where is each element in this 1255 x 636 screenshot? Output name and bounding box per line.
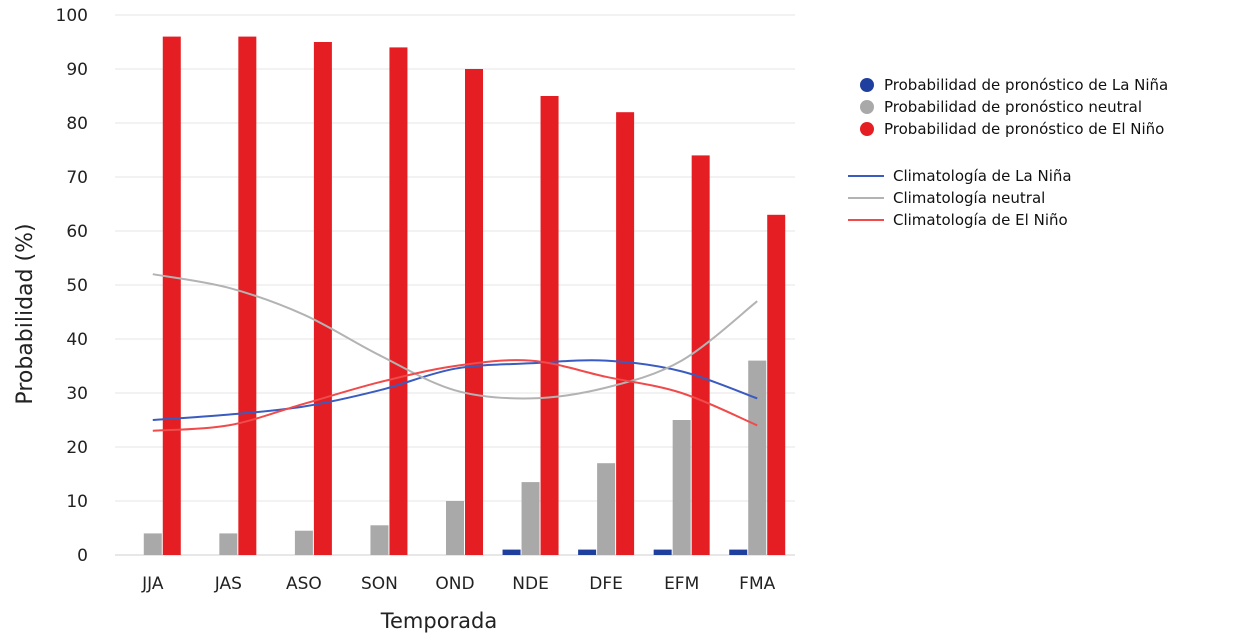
bar — [162, 36, 181, 556]
bar — [313, 42, 332, 555]
bar — [502, 549, 521, 555]
series-line — [152, 359, 758, 421]
bar — [672, 420, 691, 555]
y-tick-label: 50 — [66, 276, 88, 296]
x-tick-label: JJA — [141, 574, 164, 594]
bar — [294, 530, 313, 555]
y-tick-label: 100 — [56, 6, 88, 26]
climatology-lines — [152, 273, 758, 432]
bar — [616, 112, 635, 555]
series-line — [152, 359, 758, 432]
bar — [465, 69, 483, 555]
bar — [729, 549, 748, 555]
legend-label: Probabilidad de pronóstico de La Niña — [884, 76, 1168, 94]
x-tick-label: FMA — [739, 574, 775, 594]
x-tick-label: ASO — [286, 574, 322, 594]
y-tick-label: 80 — [66, 114, 88, 134]
bar — [578, 549, 597, 555]
bar — [748, 360, 767, 555]
x-axis-ticks: JJA JAS ASO SON OND NDE DFE EFM FMA — [141, 574, 776, 594]
bar — [238, 36, 257, 556]
x-tick-label: DFE — [589, 574, 623, 594]
x-tick-label: NDE — [512, 574, 549, 594]
legend-label: Climatología de El Niño — [893, 211, 1068, 229]
legend: Probabilidad de pronóstico de La Niña Pro… — [848, 76, 1168, 229]
bar — [143, 533, 162, 555]
x-tick-label: EFM — [664, 574, 699, 594]
x-tick-label: OND — [435, 574, 474, 594]
bar — [691, 155, 710, 555]
x-axis-title: Temporada — [380, 609, 498, 633]
gridlines — [115, 14, 795, 556]
bar — [446, 501, 464, 555]
bar — [370, 525, 389, 555]
legend-label: Climatología de La Niña — [893, 167, 1072, 185]
y-tick-label: 30 — [66, 384, 88, 404]
y-axis-title: Probabilidad (%) — [13, 223, 38, 404]
bar — [540, 96, 559, 555]
y-tick-label: 10 — [66, 492, 88, 512]
y-tick-label: 60 — [66, 222, 88, 242]
legend-label: Probabilidad de pronóstico de El Niño — [884, 120, 1164, 138]
bar — [521, 482, 540, 555]
legend-marker — [860, 122, 874, 136]
y-tick-label: 90 — [66, 60, 88, 80]
y-tick-label: 0 — [77, 546, 88, 566]
bar — [767, 214, 786, 556]
bar — [597, 463, 616, 555]
y-tick-label: 40 — [66, 330, 88, 350]
series-line — [152, 273, 758, 400]
legend-label: Climatología neutral — [893, 189, 1045, 207]
bar — [653, 549, 672, 555]
bar — [219, 533, 238, 555]
y-tick-label: 20 — [66, 438, 88, 458]
y-tick-label: 70 — [66, 168, 88, 188]
y-axis-ticks: 0 10 20 30 40 50 60 70 80 90 100 — [56, 6, 88, 566]
bars — [143, 36, 786, 556]
legend-marker — [860, 78, 874, 92]
bar — [389, 47, 408, 556]
x-tick-label: JAS — [214, 574, 242, 594]
legend-label: Probabilidad de pronóstico neutral — [884, 98, 1142, 116]
x-tick-label: SON — [361, 574, 398, 594]
legend-marker — [860, 100, 874, 114]
